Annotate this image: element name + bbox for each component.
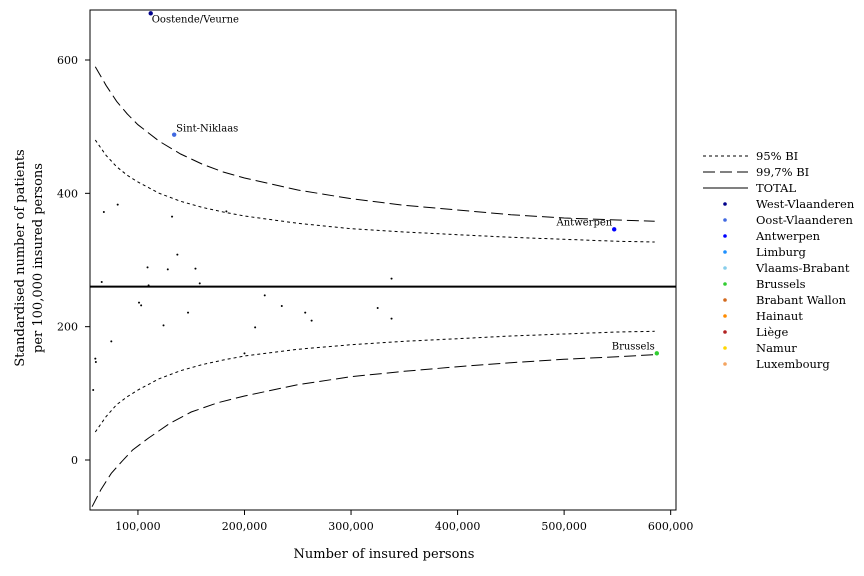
legend-label: Liège — [756, 325, 788, 339]
data-point — [162, 324, 165, 327]
data-point — [94, 361, 97, 363]
point-annotation: Oostende/Veurne — [152, 14, 239, 25]
data-points — [92, 11, 660, 391]
legend-label: West-Vlaanderen — [756, 197, 855, 211]
data-point-highlighted — [612, 227, 617, 232]
data-point — [254, 326, 257, 329]
data-point — [390, 277, 393, 280]
ci997-upper-line — [94, 66, 655, 222]
legend-label: Namur — [756, 341, 797, 355]
data-point — [116, 203, 119, 206]
data-point — [147, 284, 150, 287]
y-tick-label: 600 — [57, 54, 78, 67]
legend-label: Antwerpen — [755, 229, 821, 243]
y-axis-title-line2: per 100,000 insured persons — [31, 163, 46, 353]
legend-marker — [723, 234, 727, 238]
legend: 95% BI 99,7% BI TOTAL West-Vlaanderen Oost-V… — [703, 149, 855, 371]
x-tick-label: 400,000 — [435, 520, 481, 533]
x-axis-title: Number of insured persons — [294, 547, 475, 562]
legend-marker — [723, 362, 727, 366]
legend-label: Brabant Wallon — [756, 293, 847, 307]
y-tick-label: 200 — [57, 321, 78, 334]
y-axis: 0 200 400 600 — [57, 54, 90, 467]
data-point — [225, 210, 228, 213]
y-tick-label: 400 — [57, 187, 78, 200]
legend-label: Vlaams-Brabant — [755, 261, 850, 275]
y-tick-label: 0 — [71, 454, 78, 467]
point-annotations: Oostende/Veurne Sint-Niklaas Antwerpen Brus… — [152, 14, 655, 352]
data-point-highlighted — [654, 351, 660, 356]
data-point — [176, 253, 179, 256]
data-point — [138, 301, 141, 304]
legend-label: 95% BI — [756, 149, 798, 163]
data-point — [102, 211, 105, 213]
legend-label: 99,7% BI — [756, 165, 809, 179]
legend-marker — [723, 282, 727, 286]
legend-label: Luxembourg — [756, 357, 830, 371]
ci95-lower-line — [94, 330, 655, 433]
legend-label: Oost-Vlaanderen — [756, 213, 853, 227]
legend-label: TOTAL — [756, 181, 796, 195]
data-point — [100, 281, 103, 283]
x-axis: 100,000 200,000 300,000 400,000 500,000 600,0… — [115, 510, 693, 533]
legend-marker — [723, 218, 727, 222]
data-point — [280, 305, 283, 307]
data-point — [390, 317, 393, 320]
plot-frame — [89, 9, 677, 511]
y-axis-title-line1: Standardised number of patients — [13, 149, 28, 366]
data-point — [94, 357, 97, 360]
ci95-upper-line — [94, 139, 655, 243]
x-tick-label: 500,000 — [541, 520, 587, 533]
point-annotation: Antwerpen — [556, 217, 613, 228]
legend-marker — [723, 266, 727, 270]
data-point — [92, 389, 95, 391]
data-point — [187, 311, 190, 314]
data-point — [194, 267, 197, 270]
data-point-highlighted — [148, 11, 153, 16]
confidence-bands — [91, 66, 655, 507]
data-point-highlighted — [171, 132, 177, 137]
ci997-lower-line — [91, 354, 655, 507]
x-tick-label: 600,000 — [648, 520, 694, 533]
data-point — [243, 352, 246, 355]
point-annotation: Sint-Niklaas — [176, 124, 238, 135]
point-annotation: Brussels — [612, 341, 655, 352]
legend-marker — [723, 298, 727, 302]
x-tick-label: 200,000 — [222, 520, 268, 533]
data-point — [146, 266, 149, 269]
legend-label: Brussels — [756, 277, 806, 291]
data-point — [171, 215, 174, 218]
data-point — [110, 340, 113, 343]
data-point — [263, 294, 266, 297]
data-point — [310, 319, 313, 322]
data-point — [376, 307, 379, 309]
legend-label: Hainaut — [756, 309, 803, 323]
legend-marker — [723, 330, 727, 334]
data-point — [304, 311, 307, 314]
legend-marker — [723, 250, 727, 254]
legend-marker — [723, 346, 727, 350]
legend-label: Limburg — [756, 245, 806, 259]
data-point — [140, 304, 143, 307]
legend-marker — [723, 202, 727, 206]
legend-marker — [723, 314, 727, 318]
data-point — [198, 282, 201, 285]
x-tick-label: 300,000 — [328, 520, 374, 533]
data-point — [166, 268, 169, 271]
x-tick-label: 100,000 — [115, 520, 161, 533]
